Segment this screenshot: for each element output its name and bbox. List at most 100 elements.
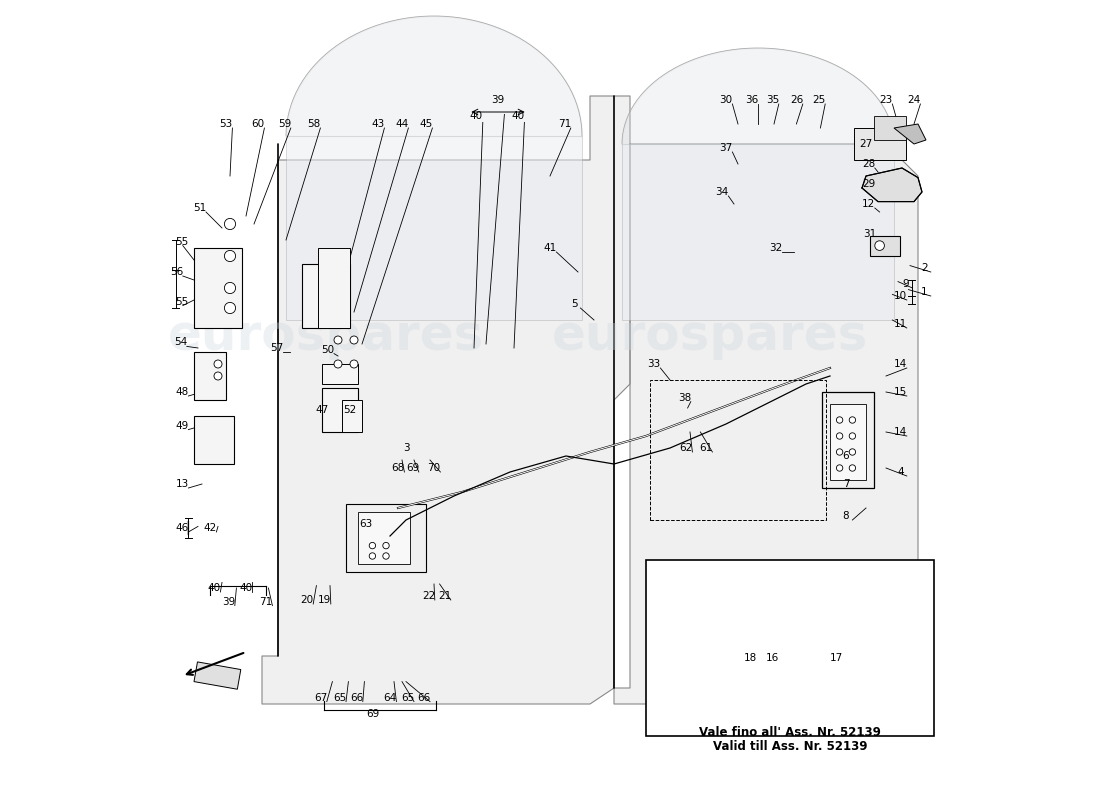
Circle shape (224, 218, 235, 230)
Text: 66: 66 (417, 693, 430, 702)
Text: 4: 4 (898, 467, 904, 477)
Text: 52: 52 (343, 405, 356, 414)
Text: 55: 55 (175, 297, 188, 306)
Circle shape (224, 250, 235, 262)
Text: 17: 17 (829, 653, 843, 662)
Circle shape (214, 360, 222, 368)
Text: 60: 60 (252, 119, 265, 129)
Text: 25: 25 (812, 95, 825, 105)
Text: 22: 22 (421, 591, 434, 601)
Text: 5: 5 (571, 299, 578, 309)
Text: 36: 36 (745, 95, 758, 105)
Text: 58: 58 (307, 119, 320, 129)
Text: 53: 53 (219, 119, 232, 129)
Bar (854, 128, 906, 160)
Text: 14: 14 (894, 427, 908, 437)
Circle shape (881, 677, 888, 683)
Text: 34: 34 (715, 187, 728, 197)
Text: 69: 69 (366, 709, 379, 718)
Text: 16: 16 (766, 653, 779, 662)
Text: 7: 7 (843, 479, 849, 489)
Text: 38: 38 (678, 393, 691, 402)
Bar (874, 116, 906, 140)
Text: 42: 42 (204, 523, 217, 533)
Text: 8: 8 (843, 511, 849, 521)
Circle shape (742, 672, 750, 680)
Text: Vale fino all' Ass. Nr. 52139: Vale fino all' Ass. Nr. 52139 (700, 726, 881, 739)
Circle shape (681, 673, 688, 679)
Polygon shape (614, 144, 918, 704)
Text: 37: 37 (719, 143, 733, 153)
Text: 44: 44 (395, 119, 408, 129)
Text: 14: 14 (894, 359, 908, 369)
Text: 43: 43 (372, 119, 385, 129)
Bar (870, 236, 901, 256)
Text: 50: 50 (321, 345, 334, 354)
Text: 20: 20 (300, 595, 313, 605)
Text: 11: 11 (894, 319, 908, 329)
Circle shape (672, 694, 683, 706)
Text: 65: 65 (333, 693, 346, 702)
Text: eurospares: eurospares (552, 312, 868, 360)
Bar (194, 662, 241, 690)
Text: 71: 71 (260, 597, 273, 606)
Text: 51: 51 (192, 203, 206, 213)
Text: 41: 41 (543, 243, 557, 253)
Text: 3: 3 (403, 443, 409, 453)
Text: 62: 62 (680, 443, 693, 453)
Text: 1: 1 (921, 287, 927, 297)
Circle shape (874, 241, 884, 250)
Bar (302, 264, 350, 328)
Bar (650, 380, 826, 520)
Circle shape (370, 553, 375, 559)
Bar (194, 416, 234, 464)
Bar (830, 404, 866, 480)
Text: 57: 57 (270, 343, 283, 353)
Circle shape (692, 673, 698, 679)
Text: 40: 40 (208, 583, 221, 593)
Bar (342, 400, 362, 432)
Circle shape (350, 336, 358, 344)
Polygon shape (262, 96, 630, 704)
Bar (670, 656, 746, 708)
Text: 49: 49 (175, 421, 188, 430)
Text: 56: 56 (169, 267, 183, 277)
Text: 24: 24 (908, 95, 921, 105)
Bar (194, 352, 226, 400)
Text: 63: 63 (360, 519, 373, 529)
Circle shape (692, 685, 698, 691)
Polygon shape (894, 124, 926, 144)
Circle shape (881, 689, 888, 695)
Text: 48: 48 (175, 387, 188, 397)
Text: 39: 39 (492, 95, 505, 105)
Text: Valid till Ass. Nr. 52139: Valid till Ass. Nr. 52139 (713, 740, 867, 753)
Text: 9: 9 (903, 279, 910, 289)
Text: 55: 55 (175, 237, 188, 246)
Circle shape (836, 417, 843, 423)
Bar (318, 248, 350, 328)
Text: 32: 32 (769, 243, 782, 253)
Circle shape (334, 336, 342, 344)
Circle shape (370, 542, 375, 549)
Circle shape (869, 689, 876, 695)
Text: 35: 35 (766, 95, 779, 105)
Text: 13: 13 (175, 479, 188, 489)
Text: 61: 61 (700, 443, 713, 453)
Bar (346, 504, 426, 572)
Bar (646, 560, 934, 736)
Bar (322, 388, 358, 432)
Text: 28: 28 (861, 159, 875, 169)
Circle shape (672, 678, 683, 690)
Polygon shape (286, 136, 582, 320)
Text: 65: 65 (402, 693, 415, 702)
Polygon shape (862, 168, 922, 202)
Circle shape (681, 694, 688, 701)
Circle shape (334, 360, 342, 368)
Circle shape (681, 685, 688, 691)
Text: 29: 29 (861, 179, 875, 189)
Text: 71: 71 (558, 119, 571, 129)
Text: 40: 40 (240, 583, 253, 593)
Bar (862, 648, 910, 720)
Circle shape (224, 282, 235, 294)
Circle shape (881, 665, 888, 671)
